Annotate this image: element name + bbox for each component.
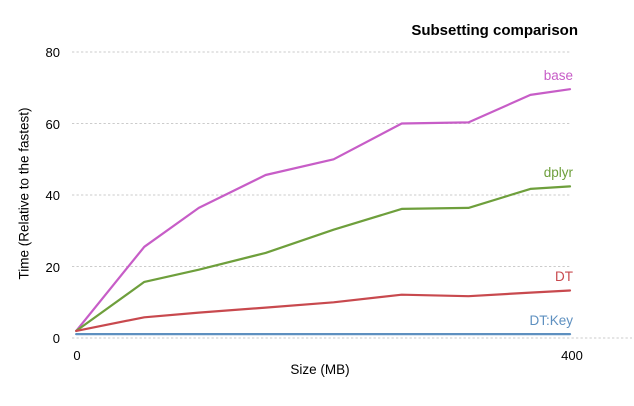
y-tick-label-40: 40 bbox=[45, 188, 60, 203]
series-label-base: base bbox=[543, 68, 573, 84]
y-tick-label-80: 80 bbox=[45, 45, 60, 60]
chart-title: Subsetting comparison bbox=[411, 22, 578, 39]
series-label-dt: DT bbox=[555, 269, 573, 285]
series-label-dt-key: DT:Key bbox=[529, 313, 573, 329]
series-line-dplyr bbox=[75, 185, 572, 332]
y-tick-label-20: 20 bbox=[45, 259, 60, 275]
series-line-dt bbox=[75, 289, 572, 332]
y-tick-label-0: 0 bbox=[52, 331, 60, 346]
x-tick-label-0: 0 bbox=[73, 348, 81, 363]
y-tick-label-60: 60 bbox=[45, 116, 60, 132]
series-line-base bbox=[75, 88, 572, 332]
x-axis-title: Size (MB) bbox=[290, 362, 350, 377]
series-label-dplyr: dplyr bbox=[543, 165, 573, 181]
x-tick-label-400: 400 bbox=[561, 348, 583, 363]
